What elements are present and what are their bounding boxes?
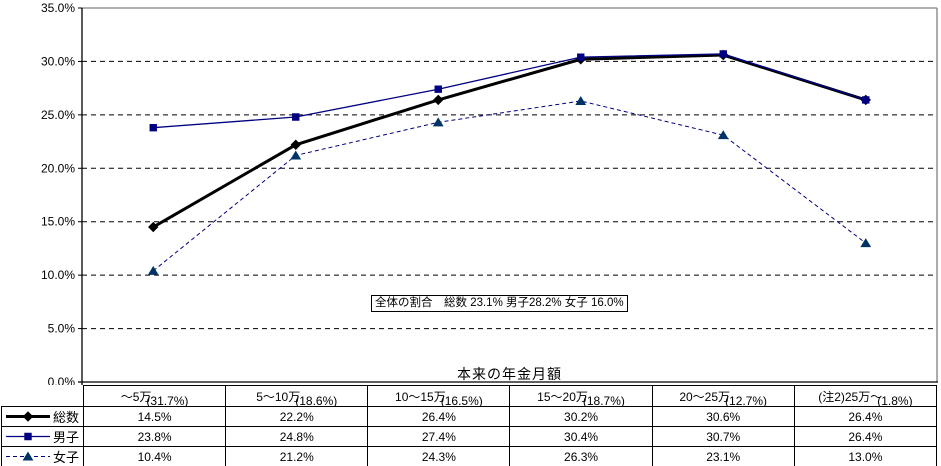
- category-share-label: (18.7%): [582, 393, 625, 407]
- category-share-label: (1.8%): [877, 393, 913, 407]
- category-label: ～5万: [120, 389, 152, 404]
- square-marker-icon: [434, 85, 442, 93]
- table-row: 女子 10.4% 21.2% 24.3% 26.3% 23.1% 13.0%: [1, 446, 938, 466]
- series-name-label: 男子: [53, 430, 80, 445]
- series-line-triangle: [152, 100, 867, 272]
- chart-data-table: ～5万(31.7%) 5～10万(18.6%) 10～15万(16.5%) 15～20…: [1, 385, 938, 466]
- y-tick-label: 0.0%: [48, 375, 76, 385]
- line-chart-plot: 0.0% 5.0% 10.0% 15.0% 20.0% 25.0% 30.0% 35.0%: [41, 1, 938, 385]
- square-marker-icon: [719, 50, 727, 58]
- triangle-marker-icon: [147, 265, 159, 275]
- category-label: 10～15万: [395, 389, 446, 404]
- value-cell: 27.4%: [367, 426, 511, 447]
- series-name-label: 女子: [53, 450, 80, 465]
- value-cell: 14.5%: [82, 406, 227, 427]
- value-cell: 26.4%: [793, 406, 938, 427]
- value-cell: 26.4%: [367, 406, 511, 427]
- square-marker-icon: [292, 113, 300, 121]
- category-label: 5～10万: [256, 389, 301, 404]
- value-cell: 24.3%: [367, 446, 511, 466]
- triangle-marker-icon: [860, 238, 872, 248]
- value-cell: 21.2%: [225, 446, 369, 466]
- y-tick-label: 15.0%: [41, 215, 75, 229]
- category-header-cell: ～5万(31.7%): [82, 385, 227, 407]
- legend-diamond-line-icon: [6, 411, 50, 422]
- table-header-row: ～5万(31.7%) 5～10万(18.6%) 10～15万(16.5%) 15～20…: [2, 385, 938, 407]
- value-cell: 23.1%: [651, 446, 795, 466]
- value-cell: 30.2%: [509, 406, 653, 427]
- triangle-marker-icon: [432, 117, 444, 127]
- y-tick-label: 25.0%: [41, 108, 75, 122]
- series-line-square: [153, 53, 866, 129]
- diamond-marker-icon: [290, 139, 301, 150]
- category-header-cell: (注2)25万～(1.8%): [793, 385, 938, 407]
- value-cell: 13.0%: [793, 446, 938, 466]
- category-header-cell: 5～10万(18.6%): [225, 385, 369, 407]
- category-label: 15～20万: [537, 389, 588, 404]
- value-cell: 30.7%: [651, 426, 795, 447]
- y-tick-label: 20.0%: [41, 161, 75, 175]
- value-cell: 26.4%: [793, 426, 938, 447]
- diamond-marker-icon: [433, 94, 444, 106]
- legend-triangle-line-icon: [6, 451, 50, 461]
- category-share-label: (12.7%): [725, 393, 768, 407]
- square-marker-icon: [577, 53, 585, 61]
- value-cell: 10.4%: [82, 446, 227, 466]
- y-tick-label: 5.0%: [48, 322, 76, 336]
- value-cell: 30.6%: [651, 406, 795, 427]
- triangle-marker-icon: [575, 95, 587, 105]
- square-marker-icon: [862, 96, 870, 104]
- legend-square-line-icon: [6, 432, 50, 441]
- legend-cell: 女子: [1, 446, 84, 466]
- value-cell: 23.8%: [82, 426, 227, 447]
- category-label: (注2)25万～: [818, 389, 883, 404]
- category-label: 20～25万: [679, 389, 731, 404]
- table-corner-cell: [2, 386, 84, 407]
- y-tick-label: 30.0%: [41, 54, 75, 68]
- legend-cell: 男子: [1, 426, 84, 447]
- value-cell: 24.8%: [225, 426, 369, 447]
- overall-ratio-annotation: 全体の割合 総数 23.1% 男子28.2% 女子 16.0%: [371, 295, 628, 312]
- category-header-cell: 20～25万(12.7%): [651, 385, 795, 407]
- table-row: 男子 23.8% 24.8% 27.4% 30.4% 30.7% 26.4%: [1, 426, 938, 447]
- square-marker-icon: [149, 123, 157, 132]
- value-cell: 26.3%: [509, 446, 653, 466]
- series-line-diamond: [152, 53, 867, 229]
- y-tick-label: 35.0%: [41, 1, 75, 15]
- value-cell: 22.2%: [225, 406, 369, 427]
- category-share-label: (16.5%): [440, 393, 483, 407]
- legend-cell: 総数: [1, 406, 84, 427]
- y-tick-label: 10.0%: [41, 268, 75, 282]
- category-header-cell: 15～20万(18.7%): [509, 385, 653, 407]
- diamond-marker-icon: [148, 221, 159, 233]
- category-header-cell: 10～15万(16.5%): [367, 385, 511, 407]
- triangle-marker-icon: [290, 150, 302, 160]
- category-share-label: (31.7%): [146, 393, 189, 407]
- category-share-label: (18.6%): [295, 393, 338, 407]
- x-axis-title: 本来の年金月額: [457, 366, 562, 382]
- series-name-label: 総数: [53, 410, 80, 425]
- triangle-marker-icon: [717, 130, 729, 140]
- table-row: 総数 14.5% 22.2% 26.4% 30.2% 30.6% 26.4%: [1, 406, 938, 427]
- value-cell: 30.4%: [509, 426, 653, 447]
